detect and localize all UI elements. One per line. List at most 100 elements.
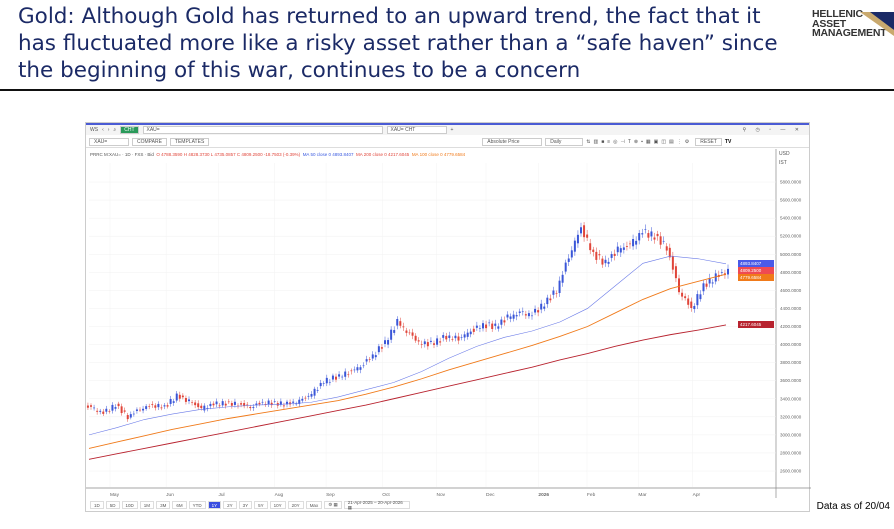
candle-body <box>393 330 396 333</box>
candle-body <box>93 407 96 409</box>
range-button-6m[interactable]: 6M <box>172 501 187 509</box>
candle-body <box>678 278 680 293</box>
range-button-10y[interactable]: 10Y <box>269 501 286 509</box>
candle-body <box>279 401 282 405</box>
candle-body <box>371 354 374 359</box>
candle-body <box>549 298 552 301</box>
candle-body <box>429 340 432 342</box>
symbol-command-field[interactable]: XAU= <box>142 126 383 134</box>
candle-body <box>99 410 102 412</box>
candle-body <box>341 376 344 378</box>
candle-body <box>298 399 301 404</box>
legend-ma200: MA 200 close 0 4217.6045 <box>356 152 410 157</box>
currency-select[interactable]: USD <box>779 151 790 157</box>
candle-body <box>659 236 662 245</box>
candle-body <box>699 294 702 300</box>
y-tick-label: 3200.0000 <box>780 414 802 419</box>
candle-body <box>414 335 417 341</box>
y-tick-label: 2800.0000 <box>780 450 802 455</box>
candle-body <box>252 407 255 409</box>
candle-body <box>233 401 236 405</box>
candle-body <box>273 401 276 402</box>
drawing-tools-icons[interactable]: ⇅▥■≡◎⊣T⊗▪▦▣◫▤⋮⚙ <box>586 138 693 145</box>
price-chart[interactable]: 2600.0000 2800.0000 3000.0000 3200.0000 3400… <box>86 123 811 513</box>
candle-body <box>570 250 573 258</box>
window-controls[interactable]: ⚲ ◷ ▫ — ✕ <box>742 127 803 133</box>
candle-body <box>632 239 635 247</box>
settings-icon[interactable]: ⚙ ▦ <box>324 501 342 509</box>
candle-body <box>662 240 665 242</box>
candle-body <box>350 370 353 372</box>
back-icon[interactable]: ‹ <box>102 127 104 133</box>
candle-body <box>267 400 270 405</box>
candle-body <box>598 254 601 256</box>
range-button-3y[interactable]: 3Y <box>238 501 253 509</box>
add-tab-button[interactable]: + <box>450 127 454 133</box>
candle-body <box>405 330 408 333</box>
candle-body <box>151 404 154 406</box>
symbol-input[interactable]: XAU= <box>89 137 129 146</box>
candle-body <box>475 325 478 328</box>
reset-button[interactable]: RESET <box>695 137 722 146</box>
range-button-2y[interactable]: 2Y <box>223 501 237 509</box>
range-button-5d[interactable]: 5D <box>105 501 120 509</box>
range-button-20y[interactable]: 20Y <box>287 501 304 509</box>
candle-body <box>442 335 445 338</box>
candle-body <box>221 401 224 406</box>
forward-icon[interactable]: › <box>107 127 110 133</box>
candle-body <box>246 404 249 406</box>
candle-body <box>347 374 350 376</box>
candle-body <box>96 410 99 412</box>
compare-button[interactable]: COMPARE <box>132 137 167 146</box>
top-bar: WS ‹ › ⌕ CHT XAU= XAU= CHT + ⚲ ◷ ▫ — ✕ <box>86 123 809 135</box>
data-as-of: Data as of 20/04 <box>816 501 890 512</box>
candle-body <box>117 403 120 407</box>
candle-body <box>154 405 157 408</box>
candle-body <box>191 402 194 403</box>
workspace-label[interactable]: WS <box>90 127 99 133</box>
x-tick-label: Oct <box>382 492 390 498</box>
legend-low: L 4735.0857 <box>210 152 236 157</box>
templates-button[interactable]: TEMPLATES <box>169 137 210 146</box>
candle-body <box>635 240 638 245</box>
range-button-5y[interactable]: 5Y <box>254 501 268 509</box>
candle-body <box>641 233 644 235</box>
candle-body <box>270 402 273 406</box>
candle-body <box>604 259 607 264</box>
window-tab[interactable]: XAU= CHT <box>386 126 447 134</box>
candle-body <box>126 415 129 420</box>
candle-body <box>108 411 111 412</box>
candle-body <box>181 395 184 398</box>
candle-body <box>433 343 435 345</box>
candle-body <box>163 405 166 407</box>
range-button-1y[interactable]: 1Y <box>207 501 222 509</box>
range-button-3m[interactable]: 3M <box>156 501 171 509</box>
candle-body <box>451 339 454 340</box>
candle-body <box>224 403 227 406</box>
candle-body <box>114 407 117 409</box>
candle-body <box>546 297 549 305</box>
range-button-1d[interactable]: 1D <box>90 501 104 509</box>
candle-body <box>365 359 368 362</box>
y-tick-label: 3800.0000 <box>780 360 802 365</box>
date-range-field[interactable]: 21-Apr-2025 – 20-Apr-2026 ▦ <box>343 500 410 510</box>
interval-select[interactable]: Daily <box>545 137 584 146</box>
candle-body <box>157 403 160 408</box>
candle-body <box>310 394 313 397</box>
candle-body <box>518 311 521 313</box>
y-tick-label: 5600.0000 <box>780 198 802 203</box>
chart-tab[interactable]: CHT <box>120 126 139 134</box>
candle-body <box>472 328 475 332</box>
candle-body <box>396 318 399 326</box>
range-button-1m[interactable]: 1M <box>139 501 155 509</box>
range-button-ytd[interactable]: YTD <box>188 501 206 509</box>
candle-body <box>148 406 151 407</box>
price-mode-select[interactable]: Absolute Price <box>482 137 543 146</box>
candle-body <box>399 321 402 326</box>
candle-body <box>301 398 304 401</box>
candle-body <box>194 402 197 406</box>
range-button-max[interactable]: Max <box>305 501 323 509</box>
candle-body <box>555 293 558 294</box>
search-icon[interactable]: ⌕ <box>113 127 117 133</box>
range-button-10d[interactable]: 10D <box>121 501 138 509</box>
